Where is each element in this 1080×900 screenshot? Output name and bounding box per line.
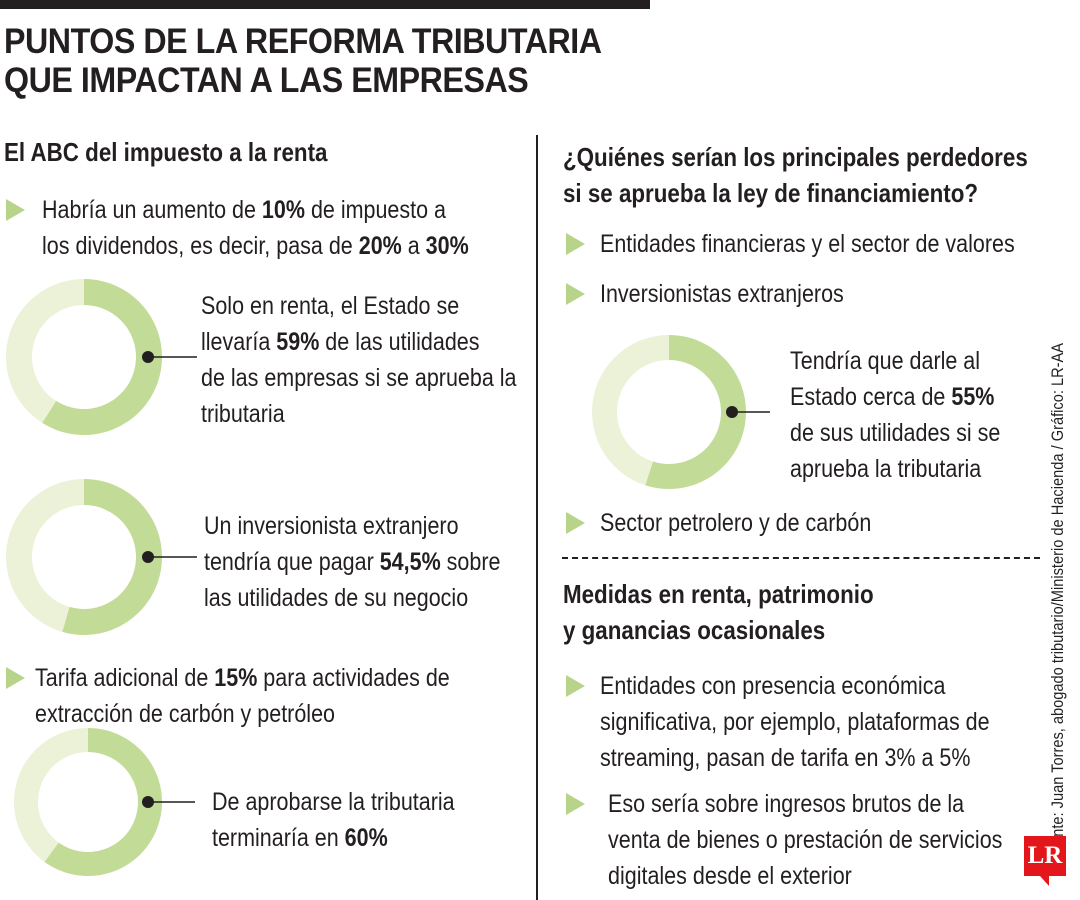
bullet-arrow-icon xyxy=(6,667,25,689)
measure-item-2-line3: digitales desde el exterior xyxy=(608,862,852,890)
donut4-line3: de sus utilidades si se xyxy=(790,419,1001,447)
donut-slice-value xyxy=(42,279,163,435)
donut-slice-remaining xyxy=(6,279,85,423)
donut-slice-value xyxy=(62,479,163,635)
leader-dot xyxy=(726,406,738,418)
bullet2-line2: extracción de carbón y petróleo xyxy=(35,700,335,728)
bullet-arrow-icon xyxy=(566,675,585,697)
donut1-line2: llevaría 59% de las utilidades xyxy=(201,328,480,356)
right-heading: ¿Quiénes serían los principales perdedor… xyxy=(563,142,1028,208)
donut-slice-remaining xyxy=(592,335,669,486)
donut-slice-remaining xyxy=(6,479,85,632)
lr-logo: LR xyxy=(1024,836,1066,876)
leader-dot xyxy=(142,551,154,563)
donut-slice-value xyxy=(645,335,746,489)
measures-heading: Medidas en renta, patrimonio y ganancias… xyxy=(563,579,874,645)
donut-chart-1 xyxy=(6,279,197,435)
measure-item-2-line2: venta de bienes o prestación de servicio… xyxy=(608,826,1003,854)
page-title: PUNTOS DE LA REFORMA TRIBUTARIA QUE IMPA… xyxy=(4,22,602,100)
leader-dot xyxy=(142,351,154,363)
bullet-arrow-icon xyxy=(6,199,25,221)
leader-dot xyxy=(142,796,154,808)
title-line-2: QUE IMPACTAN A LAS EMPRESAS xyxy=(4,61,529,100)
donut4-line4: aprueba la tributaria xyxy=(790,455,982,483)
source-credit: Fuente: Juan Torres, abogado tributario/… xyxy=(1048,342,1067,862)
donut3-line1: De aprobarse la tributaria xyxy=(212,788,455,816)
bullet1-line1: Habría un aumento de 10% de impuesto a xyxy=(42,196,447,224)
top-rule xyxy=(0,0,650,9)
donut-chart-3 xyxy=(13,728,195,876)
bullet-arrow-icon xyxy=(566,283,585,305)
measure-item-2-line1: Eso sería sobre ingresos brutos de la xyxy=(608,790,965,818)
loser-item-1: Entidades financieras y el sector de val… xyxy=(600,230,1015,258)
bullet-arrow-icon xyxy=(566,512,585,534)
left-heading: El ABC del impuesto a la renta xyxy=(4,137,328,167)
loser-item-2: Inversionistas extranjeros xyxy=(600,280,844,308)
donut2-line3: las utilidades de su negocio xyxy=(204,584,469,612)
donut-chart-4 xyxy=(592,335,770,489)
bullet-arrow-icon xyxy=(566,233,585,255)
donut4-line1: Tendría que darle al xyxy=(790,347,981,375)
measure-item-1-line2: significativa, por ejemplo, plataformas … xyxy=(600,708,990,736)
donut1-line3: de las empresas si se aprueba la xyxy=(201,364,517,392)
donut-chart-2 xyxy=(6,479,197,635)
bullet-arrow-icon xyxy=(566,793,585,815)
loser-item-3: Sector petrolero y de carbón xyxy=(600,509,872,537)
donut1-line1: Solo en renta, el Estado se xyxy=(201,292,460,320)
donut-slice-remaining xyxy=(13,728,88,862)
donut3-line2: terminaría en 60% xyxy=(212,824,388,852)
title-line-1: PUNTOS DE LA REFORMA TRIBUTARIA xyxy=(4,22,602,61)
bullet1-line2: los dividendos, es decir, pasa de 20% a … xyxy=(42,232,469,260)
bullet2-line1: Tarifa adicional de 15% para actividades… xyxy=(35,664,450,692)
column-divider xyxy=(536,135,538,900)
logo-tail xyxy=(1040,876,1049,886)
section-divider xyxy=(562,557,1040,559)
donut-slice-value xyxy=(44,728,162,876)
donut2-line2: tendría que pagar 54,5% sobre xyxy=(204,548,501,576)
measure-item-1-line1: Entidades con presencia económica xyxy=(600,672,946,700)
donut4-line2: Estado cerca de 55% xyxy=(790,383,995,411)
measure-item-1-line3: streaming, pasan de tarifa en 3% a 5% xyxy=(600,744,971,772)
donut1-line4: tributaria xyxy=(201,400,285,428)
donut2-line1: Un inversionista extranjero xyxy=(204,512,459,540)
